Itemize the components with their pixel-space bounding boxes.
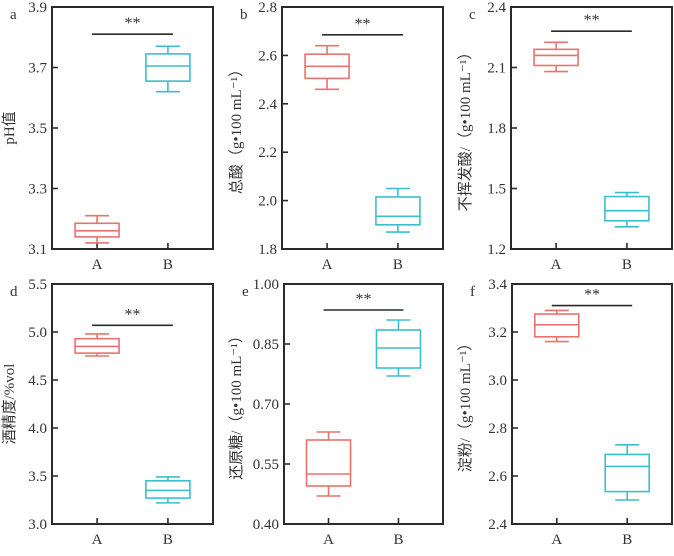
box-A [533,309,580,343]
plot-frame [51,6,214,250]
panel-label: c [469,7,476,23]
box-B [145,45,191,93]
panel-label: d [10,284,18,300]
panel-label: a [10,7,17,23]
x-tick-label: A [92,532,103,548]
panel-c: c 1.2 1.5 1.8 2.1 2.4 不挥发酸/（g•100 mL⁻¹） A B ** [457,0,673,273]
box-B [375,319,422,377]
iqr-box [145,53,191,82]
y-tick-label: 2.6 [488,469,507,485]
box-A [74,333,120,357]
significance-label: ** [584,287,600,304]
y-tick-label: 3.0 [488,373,507,389]
y-tick-label: 2.8 [258,0,277,16]
significance-label: ** [355,16,371,33]
panel-label: f [470,284,475,300]
y-tick-label: 3.7 [28,61,47,77]
y-axis-label: 总酸（g•100 mL⁻¹） [228,62,245,194]
iqr-box [375,196,421,226]
x-tick-label: A [92,257,103,273]
panel-a: a 3.1 3.3 3.5 3.7 3.9 pH值 A B ** [1,0,214,273]
y-tick-label: 2.6 [258,48,277,64]
x-tick-label: A [551,257,562,273]
y-tick-label: 4.0 [28,421,47,437]
x-tick-label: B [393,532,403,548]
y-tick-label: 0.40 [253,517,279,533]
y-tick-label: 1.8 [487,121,506,137]
significance-label: ** [125,306,141,323]
y-tick-label: 2.4 [258,97,277,113]
y-tick-label: 5.0 [28,325,47,341]
panel-label: e [242,284,249,300]
y-tick-label: 2.0 [258,194,277,210]
x-tick-label: B [163,257,173,273]
panel-b: b 1.8 2.0 2.2 2.4 2.6 2.8 总酸（g•100 mL⁻¹） A B ** [228,0,444,273]
iqr-box [533,48,579,67]
x-tick-label: B [622,532,632,548]
iqr-box [145,479,191,499]
y-tick-label: 0.85 [253,337,279,353]
significance-label: ** [584,12,600,29]
y-tick-label: 1.2 [487,242,506,258]
iqr-box [375,329,422,369]
y-tick-label: 1.8 [258,242,277,258]
box-A [304,44,350,91]
y-tick-label: 2.8 [488,421,507,437]
y-axis-label: 不挥发酸/（g•100 mL⁻¹） [457,45,474,211]
iqr-box [305,439,352,487]
y-tick-label: 4.5 [28,373,47,389]
y-tick-label: 2.1 [487,61,506,77]
y-tick-label: 0.55 [253,457,279,473]
plot-frame [283,283,444,525]
iqr-box [604,453,651,493]
x-tick-label: B [622,257,632,273]
y-tick-label: 3.3 [28,182,47,198]
box-B [604,191,650,228]
panel-label: b [240,7,248,23]
plot-frame [510,6,673,250]
y-axis-label: 淀粉/（g•100 mL⁻¹） [457,336,474,472]
y-axis-label: 酒精度/%vol [1,364,18,445]
y-tick-label: 3.0 [28,517,47,533]
x-tick-label: B [393,257,403,273]
box-B [604,443,651,501]
y-tick-label: 2.4 [488,517,507,533]
panel-d: d 3.0 3.5 4.0 4.5 5.0 5.5 酒精度/%vol A B ** [1,277,214,548]
y-tick-label: 3.1 [28,242,47,258]
y-tick-label: 1.00 [253,277,279,293]
box-B [145,476,191,504]
y-tick-label: 2.4 [487,0,506,16]
significance-label: ** [356,291,372,308]
y-tick-label: 3.2 [488,325,507,341]
y-tick-label: 3.9 [28,0,47,16]
iqr-box [604,195,650,222]
y-axis-label: pH值 [1,111,18,144]
x-tick-label: A [551,532,562,548]
x-tick-label: B [163,532,173,548]
significance-label: ** [125,15,141,32]
plot-frame [511,283,673,525]
plot-frame [51,283,214,525]
x-tick-label: A [322,257,333,273]
y-axis-label: 还原糖/（g•100 mL⁻¹） [228,328,245,479]
y-tick-label: 3.4 [488,277,507,293]
plot-frame [281,6,444,250]
y-tick-label: 3.5 [28,469,47,485]
panel-f: f 2.4 2.6 2.8 3.0 3.2 3.4 淀粉/（g•100 mL⁻¹） A B ** [457,277,673,548]
y-tick-label: 1.5 [487,182,506,198]
box-A [533,41,579,73]
y-tick-label: 5.5 [28,277,47,293]
y-tick-label: 3.5 [28,121,47,137]
y-tick-label: 2.2 [258,145,277,161]
box-A [74,214,120,244]
box-B [375,187,421,233]
box-A [305,431,352,497]
y-tick-label: 0.70 [253,397,279,413]
x-tick-label: A [323,532,334,548]
panel-e: e 0.40 0.55 0.70 0.85 1.00 还原糖/（g•100 mL⁻¹） A B *… [228,277,444,548]
